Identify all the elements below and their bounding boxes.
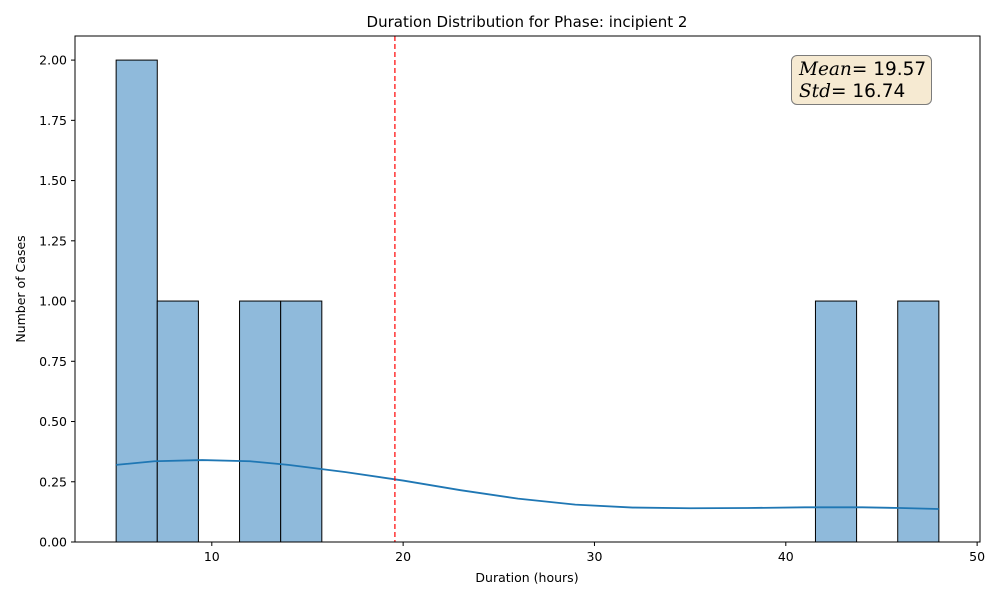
y-tick-label-3: 0.75 — [39, 354, 67, 369]
y-tick-label-4: 1.00 — [39, 294, 67, 309]
y-axis-label: Number of Cases — [13, 235, 28, 342]
y-tick-label-2: 0.50 — [39, 414, 67, 429]
mean-value: = 19.57 — [851, 59, 927, 80]
histogram-bar-5 — [897, 300, 940, 543]
x-tick-label-20: 20 — [395, 549, 411, 564]
histogram-bar-4 — [814, 300, 858, 543]
histogram-bars — [115, 59, 940, 543]
chart-title: Duration Distribution for Phase: incipie… — [367, 13, 688, 31]
histogram-bar-0 — [115, 59, 158, 543]
stats-annotation-box: Mean= 19.57 Std= 16.74 — [791, 55, 932, 105]
x-tick-label-30: 30 — [587, 549, 603, 564]
y-tick-label-1: 0.25 — [39, 474, 67, 489]
std-value: = 16.74 — [830, 81, 906, 102]
plot-area-frame — [74, 35, 981, 543]
mean-annotation: Mean= 19.57 — [799, 59, 931, 81]
histogram-bar-2 — [239, 300, 282, 543]
kde-curve — [116, 459, 939, 510]
x-axis-ticks: 10 20 30 40 50 — [204, 542, 985, 564]
mean-label: Mean — [799, 59, 852, 80]
y-tick-label-7: 1.75 — [39, 113, 67, 128]
kde-curve-group — [116, 459, 939, 510]
x-axis-label: Duration (hours) — [475, 570, 578, 585]
y-axis-ticks: 0.00 0.25 0.50 0.75 1.00 1.25 1.50 1.75 2.00 — [39, 53, 75, 550]
histogram-bar-3 — [280, 300, 323, 543]
x-tick-label-50: 50 — [969, 549, 985, 564]
y-tick-label-6: 1.50 — [39, 173, 67, 188]
x-tick-label-40: 40 — [778, 549, 794, 564]
y-tick-label-8: 2.00 — [39, 53, 67, 68]
histogram-bar-1 — [156, 300, 199, 543]
y-tick-label-0: 0.00 — [39, 535, 67, 550]
y-tick-label-5: 1.25 — [39, 233, 67, 248]
std-label: Std — [799, 81, 831, 102]
x-tick-label-10: 10 — [204, 549, 220, 564]
std-annotation: Std= 16.74 — [799, 81, 931, 103]
